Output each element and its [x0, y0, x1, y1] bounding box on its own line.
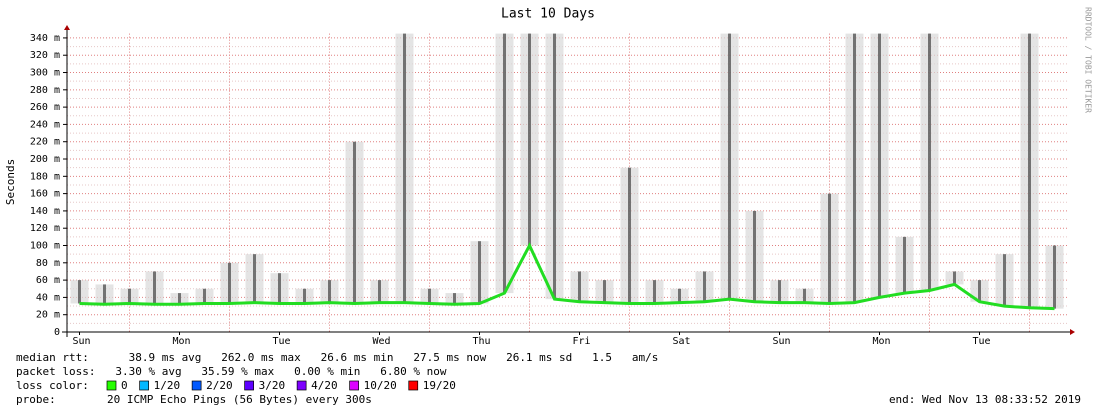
legend-label: 1/20	[154, 379, 181, 392]
smoke-core	[1003, 254, 1006, 307]
legend-label: 19/20	[423, 379, 456, 392]
smoke-core	[328, 280, 331, 303]
y-tick-label: 300 m	[30, 68, 60, 79]
x-tick-label: Tue	[272, 336, 290, 347]
smoke-core	[153, 271, 156, 305]
legend-swatch	[191, 380, 202, 391]
footer-loss-color-label: loss color:	[16, 379, 89, 392]
y-tick-label: 340 m	[30, 33, 60, 44]
y-tick-label: 220 m	[30, 137, 60, 148]
smoke-core	[903, 236, 906, 294]
smoke-core	[753, 210, 756, 302]
side-text: RRDTOOL / TOBI OETIKER	[1084, 7, 1093, 113]
footer-end: end: Wed Nov 13 08:33:52 2019	[889, 393, 1081, 406]
smoke-core	[178, 293, 181, 305]
smoke-core	[653, 280, 656, 304]
smoke-core	[978, 280, 981, 302]
x-tick-label: Fri	[572, 336, 590, 347]
smoke-core	[403, 33, 406, 303]
smoke-core	[303, 288, 306, 304]
y-tick-label: 240 m	[30, 119, 60, 130]
x-tick-label: Sun	[72, 336, 90, 347]
footer-probe: 20 ICMP Echo Pings (56 Bytes) every 300s	[107, 393, 372, 406]
y-tick-label: 260 m	[30, 102, 60, 113]
smoke-core	[603, 280, 606, 303]
x-tick-label: Thu	[472, 336, 490, 347]
plot	[67, 33, 1067, 332]
y-tick-label: 120 m	[30, 223, 60, 234]
y-tick-label: 180 m	[30, 171, 60, 182]
chart-title: Last 10 Days	[501, 7, 595, 22]
legend-label: 0	[121, 379, 128, 392]
legend-swatch	[296, 380, 307, 391]
smoke-core	[78, 280, 81, 304]
smoke-core	[803, 288, 806, 303]
footer-loss: packet loss: 3.30 % avg 35.59 % max 0.00…	[16, 365, 447, 378]
smoke-core	[928, 33, 931, 291]
smoke-core	[828, 193, 831, 304]
smoke-core	[103, 284, 106, 305]
x-tick-label: Mon	[872, 336, 890, 347]
legend-swatch	[139, 380, 149, 391]
y-tick-label: 280 m	[30, 85, 60, 96]
y-tick-label: 20 m	[36, 310, 60, 321]
y-arrow	[64, 25, 70, 30]
y-tick-label: 60 m	[36, 275, 60, 286]
legend-swatch	[349, 380, 359, 391]
x-tick-label: Wed	[372, 336, 390, 347]
smoke-core	[728, 33, 731, 300]
smoke-core	[853, 33, 856, 303]
smoke-core	[578, 271, 581, 302]
smoke-core	[203, 288, 206, 304]
x-tick-label: Sat	[672, 336, 690, 347]
smoke-core	[628, 167, 631, 304]
x-tick-label: Mon	[172, 336, 190, 347]
smoke-core	[1053, 245, 1056, 309]
smoke-core	[353, 141, 356, 304]
smoke-core	[228, 262, 231, 304]
footer-probe-label: probe:	[16, 393, 56, 406]
legend-swatch	[408, 380, 419, 391]
y-tick-label: 100 m	[30, 241, 60, 252]
y-tick-label: 40 m	[36, 292, 60, 303]
y-axis-label: Seconds	[4, 159, 17, 205]
legend-label: 4/20	[311, 379, 338, 392]
y-tick-label: 0	[54, 327, 60, 338]
smoke-core	[678, 288, 681, 303]
footer-median: median rtt: 38.9 ms avg 262.0 ms max 26.…	[16, 351, 658, 364]
smoke-core	[478, 241, 481, 304]
y-tick-label: 320 m	[30, 50, 60, 61]
smoke-core	[528, 33, 531, 246]
smoke-core	[703, 271, 706, 302]
smoke-core	[878, 33, 881, 298]
median-line	[79, 242, 1055, 311]
legend-label: 10/20	[364, 379, 397, 392]
legend-swatch	[106, 380, 117, 391]
y-tick-label: 200 m	[30, 154, 60, 165]
smoke-core	[1028, 33, 1031, 308]
legend-swatch	[244, 380, 254, 391]
smoke-core	[378, 280, 381, 303]
smoke-core	[778, 280, 781, 303]
legend-label: 2/20	[206, 379, 233, 392]
x-tick-label: Sun	[772, 336, 790, 347]
y-tick-label: 80 m	[36, 258, 60, 269]
smoke-core	[128, 288, 131, 304]
smoke-core	[428, 288, 431, 304]
smoke-core	[953, 271, 956, 285]
smoke-core	[453, 293, 456, 305]
legend-label: 3/20	[259, 379, 286, 392]
y-tick-label: 160 m	[30, 189, 60, 200]
y-tick-label: 140 m	[30, 206, 60, 217]
smoke-core	[253, 254, 256, 303]
smoke-core	[553, 33, 556, 300]
smoke-core	[278, 273, 281, 304]
x-tick-label: Tue	[972, 336, 990, 347]
x-arrow	[1070, 329, 1075, 335]
smoke-core	[503, 33, 506, 294]
